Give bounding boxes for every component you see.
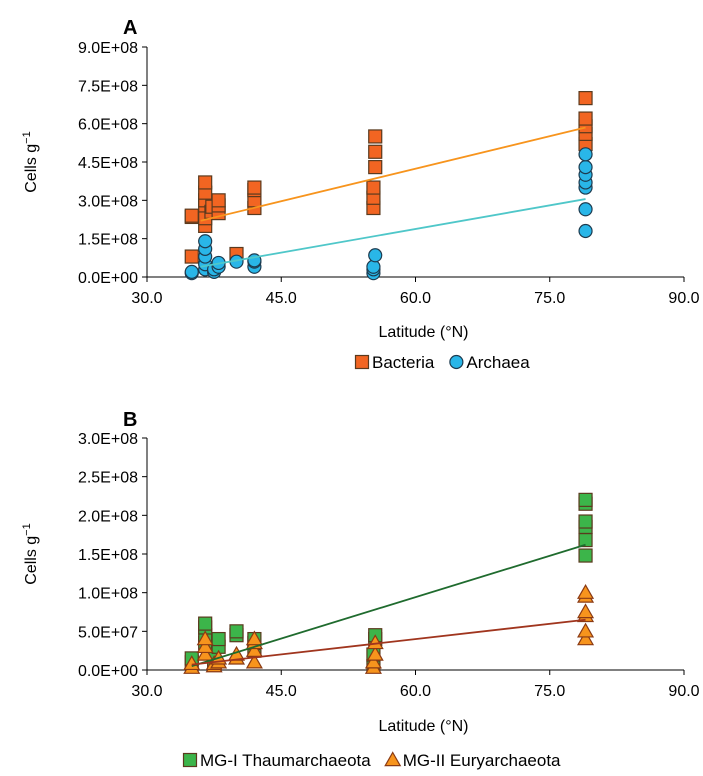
legend-label: Archaea [466, 353, 530, 372]
data-point [577, 622, 595, 638]
series-mg-i-thaumarchaeota [184, 492, 593, 674]
data-point [366, 259, 381, 274]
trendline [191, 618, 586, 666]
y-axis-label: Cells g−1 [21, 523, 40, 584]
data-point [196, 630, 214, 646]
data-point [578, 514, 593, 529]
x-tick-label: 45.0 [266, 683, 297, 700]
x-axis-label: Latitude (°N) [379, 718, 469, 735]
x-tick-label: 60.0 [400, 290, 431, 307]
x-tick-label: 75.0 [534, 290, 565, 307]
y-tick-label: 0.0E+00 [78, 270, 138, 287]
data-point [366, 180, 381, 195]
data-point [578, 492, 593, 507]
data-point [578, 548, 593, 563]
data-point [368, 160, 383, 175]
legend-marker [354, 354, 370, 370]
data-point [211, 193, 226, 208]
data-point [368, 248, 383, 263]
y-tick-label: 1.0E+08 [78, 586, 138, 603]
data-point [247, 180, 262, 195]
data-point [368, 129, 383, 144]
y-tick-label: 2.5E+08 [78, 470, 138, 487]
data-point [578, 111, 593, 126]
x-tick-label: 90.0 [668, 290, 699, 307]
data-point [196, 645, 214, 661]
legend: Bacteria Archaea [354, 353, 530, 372]
data-point [211, 631, 226, 647]
panel-label: B [123, 409, 137, 431]
legend-label: Bacteria [372, 353, 435, 372]
y-axis-label-text: Cells g [23, 536, 40, 585]
legend-marker [182, 752, 198, 768]
y-tick-label: 1.5E+08 [78, 232, 138, 249]
y-tick-label: 4.5E+08 [78, 155, 138, 172]
legend-marker [449, 354, 464, 370]
data-point [184, 264, 199, 279]
y-tick-label: 3.0E+08 [78, 431, 138, 448]
legend-marker [384, 751, 402, 767]
x-tick-label: 75.0 [534, 683, 565, 700]
data-point [577, 603, 595, 619]
legend-label: MG-I Thaumarchaeota [200, 751, 371, 770]
y-axis-label-superscript: −1 [21, 523, 33, 536]
series-mg-ii-euryarchaeota [183, 583, 595, 674]
y-tick-label: 7.5E+08 [78, 78, 138, 95]
series-archaea [184, 147, 593, 281]
x-axis-label: Latitude (°N) [379, 324, 469, 341]
y-tick-label: 3.0E+08 [78, 193, 138, 210]
legend: MG-I Thaumarchaeota MG-II Euryarchaeota [182, 751, 561, 770]
data-point [364, 653, 382, 669]
data-point [578, 532, 593, 548]
data-point [578, 147, 593, 162]
data-point [578, 91, 593, 106]
x-tick-label: 90.0 [668, 683, 699, 700]
y-axis-label-text: Cells g [23, 144, 40, 193]
x-tick-label: 60.0 [400, 683, 431, 700]
legend-label: MG-II Euryarchaeota [403, 751, 561, 770]
chart-panel-a: A 0.0E+00 1.5E+08 3.0E+08 4.5E+08 6.0E+08 7.5E… [21, 17, 700, 372]
panel-label: A [123, 17, 137, 39]
y-tick-label: 1.5E+08 [78, 547, 138, 564]
data-point [578, 223, 593, 239]
data-point [577, 583, 595, 599]
y-tick-label: 9.0E+08 [78, 40, 138, 57]
x-tick-label: 45.0 [266, 290, 297, 307]
data-point [578, 160, 593, 175]
data-point [198, 175, 213, 190]
y-axis-label: Cells g−1 [21, 131, 40, 192]
y-tick-label: 6.0E+08 [78, 117, 138, 134]
trendline [200, 126, 586, 222]
x-tick-label: 30.0 [131, 290, 162, 307]
y-axis-label-superscript: −1 [21, 131, 33, 144]
data-point [245, 630, 263, 646]
data-point [184, 208, 199, 223]
data-point [196, 638, 214, 654]
data-point [245, 641, 263, 657]
trendline [191, 543, 586, 667]
series-bacteria [184, 91, 593, 264]
data-point [366, 645, 384, 661]
data-point [577, 630, 595, 646]
y-tick-label: 5.0E+07 [78, 624, 138, 641]
data-point [184, 249, 199, 264]
y-tick-label: 2.0E+08 [78, 508, 138, 525]
data-point [198, 234, 213, 249]
data-point [229, 624, 244, 639]
data-point [198, 616, 213, 631]
x-tick-label: 30.0 [131, 683, 162, 700]
data-point [366, 634, 384, 650]
data-point [368, 144, 383, 159]
data-point [183, 655, 201, 671]
y-tick-label: 0.0E+00 [78, 663, 138, 680]
data-point [578, 202, 593, 217]
data-point [245, 653, 263, 669]
chart-panel-b: B 0.0E+00 5.0E+07 1.0E+08 1.5E+08 2.0E+08 2.5E… [21, 409, 700, 770]
trendline [200, 198, 586, 268]
